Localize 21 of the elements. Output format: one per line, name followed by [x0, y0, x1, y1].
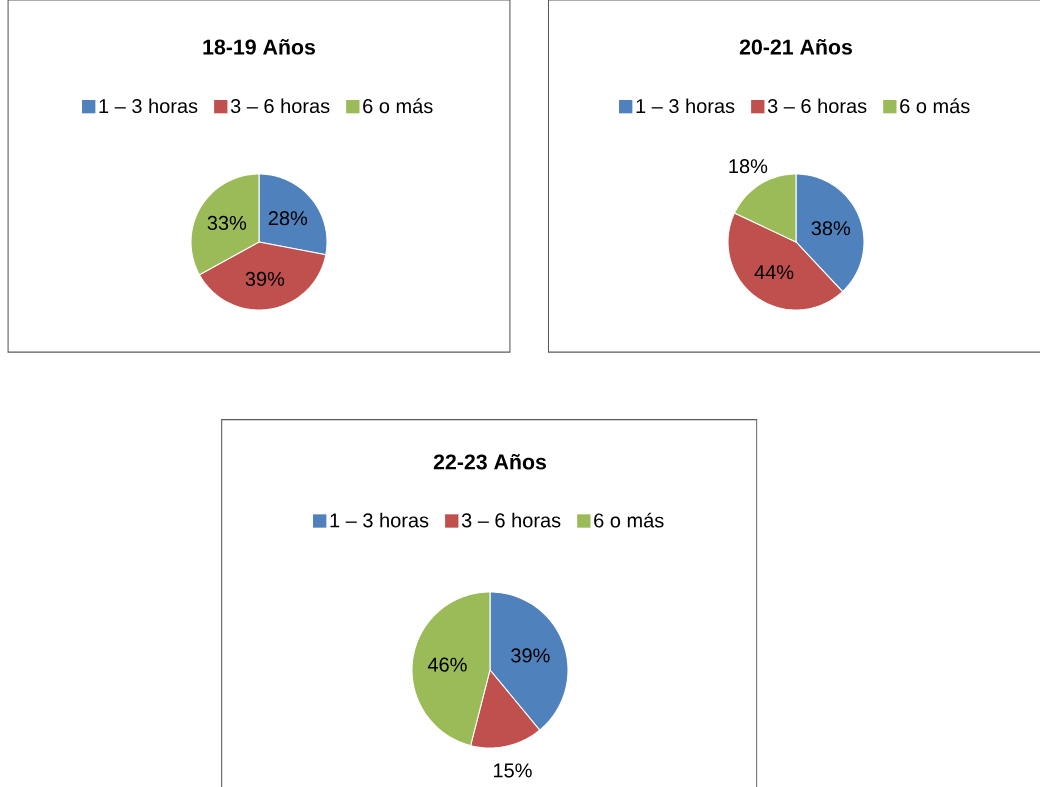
data-label: 33% [207, 215, 247, 231]
data-label: 18% [729, 159, 768, 174]
legend-label: 3 – 6 horas [230, 98, 330, 114]
data-label: 39% [511, 648, 550, 663]
data-label: 39% [245, 271, 285, 286]
legend-label: 3 – 6 horas [767, 98, 867, 114]
data-label: 28% [268, 211, 308, 226]
chart-title: 18-19 Años [203, 39, 315, 55]
data-label: 44% [754, 265, 794, 280]
legend-label: 1 – 3 horas [99, 98, 198, 114]
data-label: 15% [493, 763, 532, 778]
chart-title: 22-23 Años [433, 453, 546, 470]
chart-title: 20-21 Años [739, 39, 852, 55]
legend-label: 6 o más [900, 98, 970, 114]
legend-label: 6 o más [594, 512, 664, 528]
legend-label: 1 – 3 horas [330, 512, 429, 528]
data-label: 46% [427, 657, 467, 672]
legend-label: 6 o más [363, 98, 433, 114]
legend-label: 1 – 3 horas [636, 98, 735, 114]
legend-label: 3 – 6 horas [461, 512, 561, 528]
data-label: 38% [811, 221, 851, 236]
